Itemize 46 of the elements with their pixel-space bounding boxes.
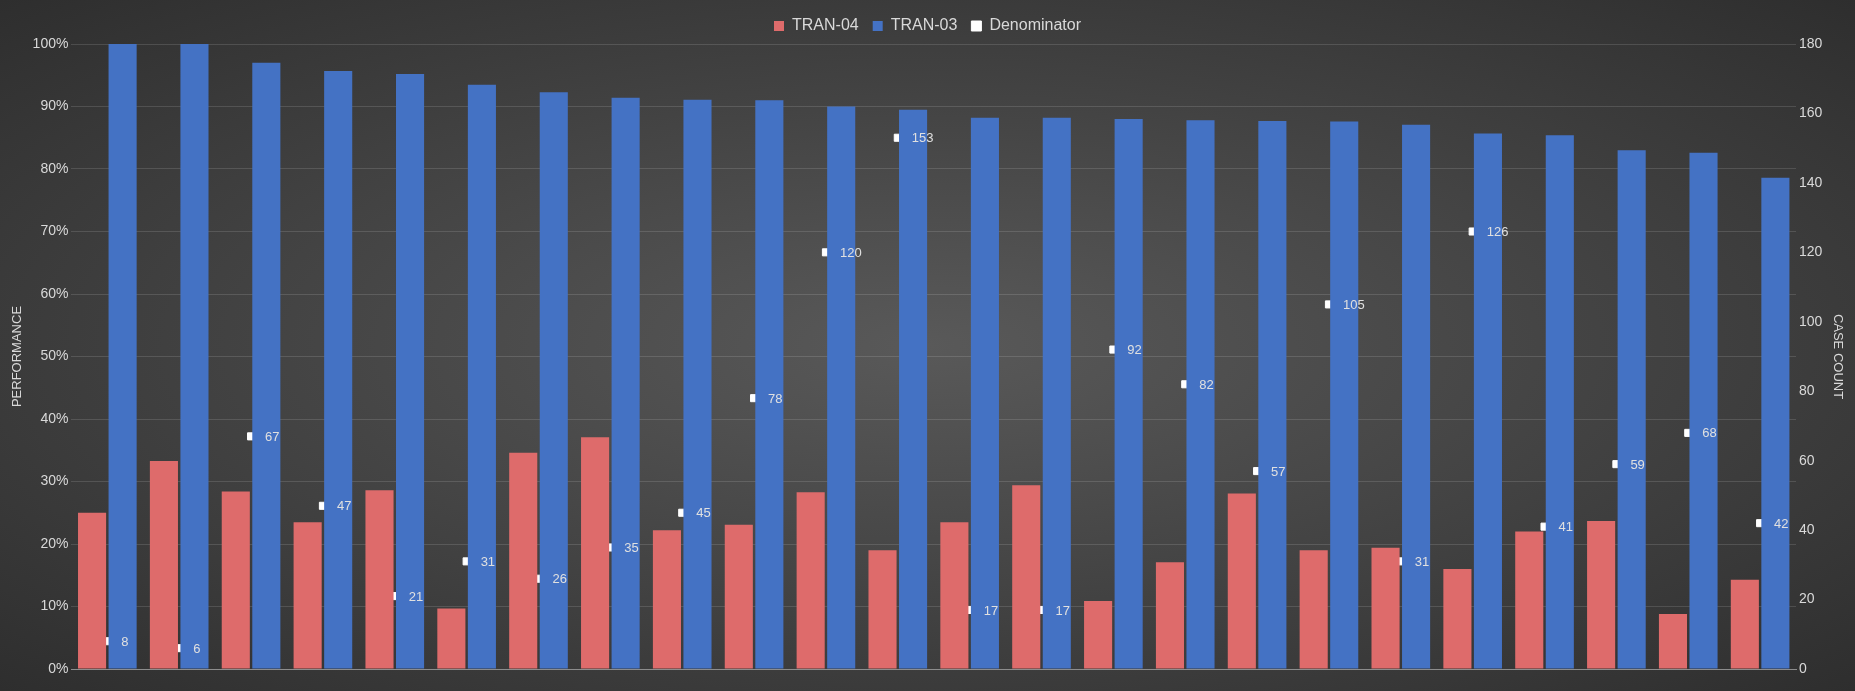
y2-axis-title: CASE COUNT xyxy=(1830,313,1846,400)
data-label: 47 xyxy=(336,498,352,514)
data-label: 57 xyxy=(1271,463,1286,479)
legend-label: TRAN-03 xyxy=(890,16,958,34)
y-tick-label: 60% xyxy=(40,284,69,301)
y-tick-label: 20% xyxy=(40,534,69,551)
data-label: 6 xyxy=(193,640,201,656)
y2-tick-label: 140 xyxy=(1799,173,1823,190)
y2-tick-label: 40 xyxy=(1799,520,1815,537)
y2-tick-label: 160 xyxy=(1799,104,1823,121)
data-label: 45 xyxy=(696,505,711,521)
y-tick-label: 100% xyxy=(32,34,69,51)
y-tick-label: 80% xyxy=(40,159,69,176)
data-label: 92 xyxy=(1127,342,1142,358)
legend-label: TRAN-04 xyxy=(792,16,859,34)
y2-tick-label: 180 xyxy=(1799,34,1823,51)
data-label: 21 xyxy=(408,588,424,604)
y2-tick-label: 20 xyxy=(1799,590,1815,607)
data-label: 68 xyxy=(1702,425,1717,441)
y-tick-label: 90% xyxy=(40,97,69,114)
data-label: 17 xyxy=(1055,602,1070,618)
y-axis-title: PERFORMANCE xyxy=(9,305,25,408)
data-label: 17 xyxy=(983,602,999,618)
y2-tick-label: 100 xyxy=(1799,312,1823,329)
y-tick-label: 30% xyxy=(40,472,69,489)
y-tick-label: 0% xyxy=(48,659,69,676)
y-tick-label: 40% xyxy=(40,409,69,426)
data-label: 42 xyxy=(1774,515,1789,531)
data-label: 67 xyxy=(265,428,280,444)
data-label: 82 xyxy=(1199,376,1214,392)
legend-label: Denominator xyxy=(989,16,1082,34)
y2-tick-label: 0 xyxy=(1799,659,1808,676)
y-tick-label: 10% xyxy=(40,597,69,614)
data-label: 78 xyxy=(768,390,783,406)
data-label: 59 xyxy=(1630,456,1645,472)
y-tick-label: 70% xyxy=(40,222,69,239)
y2-tick-label: 80 xyxy=(1799,382,1815,399)
data-label: 35 xyxy=(624,540,639,556)
data-label: 26 xyxy=(552,571,567,587)
y-tick-label: 50% xyxy=(40,347,69,364)
y2-tick-label: 120 xyxy=(1799,243,1823,260)
y2-tick-label: 60 xyxy=(1799,451,1815,468)
data-label: 41 xyxy=(1558,519,1573,535)
data-label: 8 xyxy=(121,633,129,649)
data-label: 31 xyxy=(480,553,496,569)
data-label: 31 xyxy=(1414,553,1430,569)
